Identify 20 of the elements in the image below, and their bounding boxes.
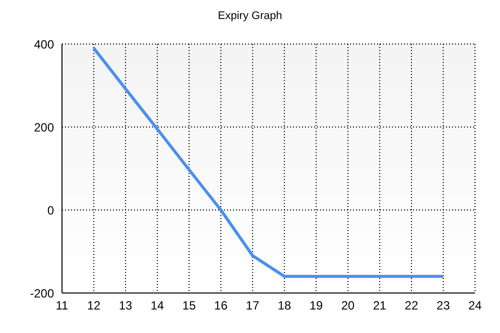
x-tick-label: 24 — [468, 298, 482, 313]
x-tick-label: 17 — [246, 298, 260, 313]
x-tick-label: 19 — [309, 298, 324, 313]
x-tick-label: 11 — [56, 298, 69, 313]
x-tick-label: 13 — [118, 298, 133, 313]
y-tick-label: 200 — [34, 120, 54, 134]
x-tick-label: 20 — [341, 298, 355, 313]
x-tick-label: 16 — [214, 298, 228, 313]
x-tick-label: 23 — [436, 298, 450, 313]
y-tick-label: 400 — [34, 37, 54, 52]
x-tick-label: 12 — [87, 298, 101, 313]
y-tick-label: 0 — [47, 203, 54, 218]
chart-title: Expiry Graph — [216, 10, 284, 22]
x-tick-label: 14 — [150, 298, 164, 313]
line-series — [92, 46, 445, 278]
x-tick-label: 21 — [373, 298, 387, 313]
y-tick-label: -200 — [30, 286, 54, 300]
x-tick-label: 18 — [278, 298, 292, 313]
x-tick-label: 22 — [404, 298, 418, 313]
x-tick-label: 15 — [182, 298, 196, 313]
